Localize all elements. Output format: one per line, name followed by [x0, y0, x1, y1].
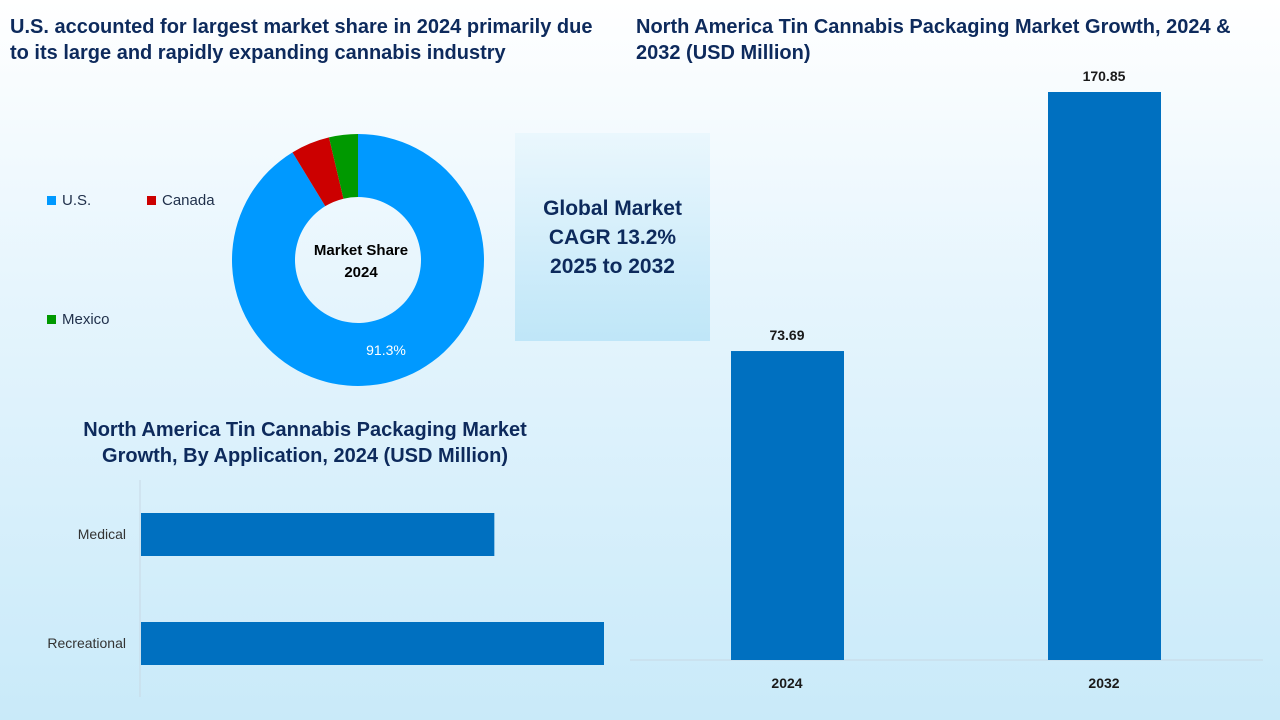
column-data-label: 73.69: [769, 327, 804, 343]
column-category-label: 2024: [771, 675, 802, 691]
pie-title: U.S. accounted for largest market share …: [10, 16, 593, 64]
legend-swatch: [147, 196, 156, 205]
pie-center-label: 2024: [344, 264, 378, 281]
column-category-label: 2032: [1088, 675, 1119, 691]
column-2024: [731, 351, 844, 660]
pie-data-label: 91.3%: [366, 342, 406, 358]
column-chart-title: North America Tin Cannabis Packaging Mar…: [636, 16, 1231, 64]
legend-label: Canada: [162, 192, 215, 209]
cagr-line1: Global Market: [543, 196, 682, 220]
cagr-line3: 2025 to 2032: [550, 254, 675, 278]
legend-item: Canada: [147, 192, 215, 209]
legend-label: Mexico: [62, 311, 110, 328]
legend-item: U.S.: [47, 192, 91, 209]
hbar-recreational: [141, 622, 604, 665]
column-data-label: 170.85: [1083, 68, 1126, 84]
cagr-line2: CAGR 13.2%: [548, 225, 677, 249]
legend-label: U.S.: [62, 192, 92, 209]
pie-center-label: Market Share: [314, 242, 408, 259]
pie-slice-us: [232, 134, 484, 386]
legend-swatch: [47, 315, 56, 324]
hbar-category-label: Recreational: [47, 635, 126, 651]
hbar-category-label: Medical: [78, 526, 126, 542]
legend-swatch: [47, 196, 56, 205]
cagr-box: Global Market CAGR 13.2% 2025 to 2032: [515, 133, 710, 341]
pie-slice-mexico: [328, 134, 358, 199]
hbar-medical: [141, 513, 495, 556]
column-2032: [1048, 92, 1161, 660]
hbar-title: North America Tin Cannabis Packaging Mar…: [83, 419, 527, 467]
legend-item: Mexico: [47, 311, 110, 328]
pie-slice-canada: [292, 137, 344, 207]
